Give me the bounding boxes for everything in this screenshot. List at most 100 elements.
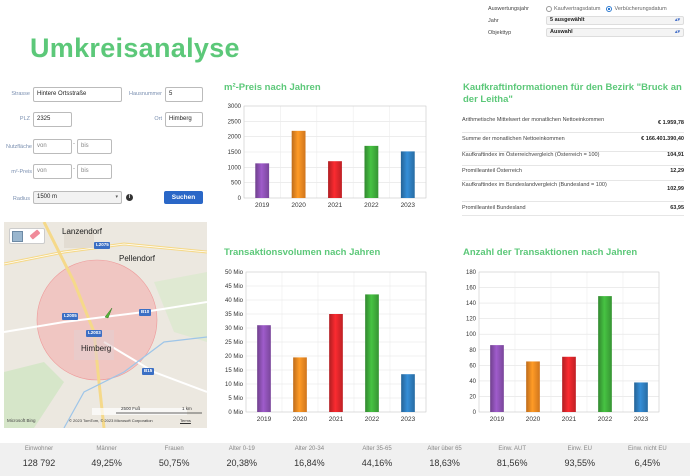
radio-dot[interactable] — [546, 6, 552, 12]
radio-kaufvertragsdatum-label: Kaufvertragsdatum — [554, 6, 601, 12]
bar[interactable] — [526, 361, 540, 412]
y-tick-label: 120 — [466, 317, 477, 323]
jahr-select-value: 5 ausgewählt — [550, 17, 585, 23]
bar[interactable] — [255, 163, 270, 198]
objekttyp-label: Objekttyp — [488, 30, 512, 36]
map-scale-label: 1 km — [182, 406, 192, 411]
y-tick-label: 2000 — [228, 135, 242, 141]
bar[interactable] — [490, 345, 504, 412]
y-tick-label: 20 — [469, 394, 476, 400]
x-tick-label: 2022 — [598, 416, 613, 423]
bar[interactable] — [562, 356, 576, 412]
bar[interactable] — [401, 374, 415, 412]
kaufkraft-row: Summe der monatlichen Nettoeinkommen € 1… — [462, 136, 684, 152]
stat-item: Einwohner 128 792 — [6, 443, 72, 468]
page-title: Umkreisanalyse — [30, 33, 240, 63]
y-tick-label: 2500 — [228, 119, 242, 125]
hausnummer-input[interactable]: 5 — [165, 87, 203, 102]
bar[interactable] — [291, 130, 306, 198]
radius-select[interactable]: 1500 m ▾ — [33, 191, 122, 204]
kaufkraft-value: 63,95 — [670, 205, 684, 211]
y-tick-label: 80 — [469, 348, 476, 354]
map-toolbar — [9, 228, 45, 244]
chevron-updown-icon: ▴▾ — [674, 17, 680, 23]
x-tick-label: 2020 — [293, 416, 308, 423]
info-icon[interactable]: i — [126, 194, 133, 201]
road-shield — [62, 313, 78, 320]
m2preis-bis-input[interactable]: bis — [77, 164, 112, 179]
auswertungsjahr-row: Auswertungsjahr Kaufvertragsdatum Verbüc… — [488, 4, 684, 14]
stat-value: 6,45% — [634, 458, 661, 468]
x-tick-label: 2019 — [490, 416, 505, 423]
bar[interactable] — [328, 161, 342, 198]
stat-value: 20,38% — [226, 458, 258, 468]
road — [4, 301, 207, 333]
hausnummer-label: Hausnummer — [128, 91, 162, 97]
jahr-select[interactable]: 5 ausgewählt ▴▾ — [546, 16, 684, 25]
stat-item: Alter 0-19 20,38% — [209, 443, 275, 468]
radius-select-value: 1500 m — [37, 194, 58, 200]
road-shield — [94, 242, 110, 249]
stat-label: Einw. EU — [567, 446, 592, 452]
stat-item: Alter 20-34 16,84% — [276, 443, 342, 468]
y-tick-label: 20 Mio — [225, 354, 244, 360]
nutzflaeche-von-input[interactable]: von — [33, 139, 72, 154]
bar[interactable] — [365, 294, 379, 412]
anzahl-chart: 0 20 40 60 80 100 120 140 160 180 2019 2020 2021 2022… — [455, 268, 665, 428]
kaufkraft-row: Kaufkraftindex im Österreichvergleich (Ö… — [462, 152, 684, 166]
plz-input[interactable]: 2325 — [33, 112, 72, 127]
stat-label: Einwohner — [24, 446, 54, 452]
filter-panel: Auswertungsjahr Kaufvertragsdatum Verbüc… — [488, 4, 684, 38]
x-tick-label: 2023 — [401, 202, 416, 209]
bar[interactable] — [329, 314, 343, 412]
map[interactable]: Lanzendorf Pellendorf Himberg L2075 L200… — [4, 222, 207, 428]
radio-kaufvertragsdatum[interactable]: Kaufvertragsdatum — [546, 6, 600, 12]
built-area — [64, 230, 94, 248]
objekttyp-select[interactable]: Auswahl ▴▾ — [546, 28, 684, 37]
bar[interactable] — [257, 325, 271, 412]
y-tick-label: 500 — [231, 181, 242, 187]
y-tick-label: 140 — [466, 301, 477, 307]
scale-bar-bg — [92, 408, 187, 415]
m2preis-label: m²-Preis — [11, 169, 32, 175]
radio-verbuecherungsdatum[interactable]: Verbücherungsdatum — [606, 6, 667, 12]
map-road-label: L2075 — [96, 242, 109, 247]
x-tick-label: 2023 — [634, 416, 649, 423]
strasse-input[interactable]: Hintere Ortsstraße — [33, 87, 122, 102]
transaktionsvolumen-title: Transaktionsvolumen nach Jahren — [224, 247, 381, 258]
y-tick-label: 180 — [466, 270, 477, 276]
bar[interactable] — [364, 145, 379, 198]
kaufkraft-title: Kaufkraftinformationen für den Bezirk "B… — [463, 82, 682, 105]
m2preis-von-input[interactable]: von — [33, 164, 72, 179]
y-tick-label: 25 Mio — [225, 340, 244, 346]
ort-input[interactable]: Himberg — [165, 112, 203, 127]
jahr-label: Jahr — [488, 18, 499, 24]
map-road-label: L2003 — [88, 330, 101, 335]
x-tick-label: 2022 — [364, 202, 379, 209]
location-marker-icon[interactable] — [104, 307, 113, 319]
radio-dot-selected[interactable] — [606, 6, 613, 12]
search-button[interactable]: Suchen — [164, 191, 203, 204]
stat-label: Alter 0-19 — [228, 446, 255, 452]
stat-item: Männer 49,25% — [74, 443, 140, 468]
eraser-icon[interactable] — [29, 229, 41, 240]
nutzflaeche-bis-input[interactable]: bis — [77, 139, 112, 154]
stat-label: Frauen — [164, 446, 184, 452]
map-terms-link[interactable]: Terms — [180, 418, 191, 423]
bar[interactable] — [400, 151, 415, 198]
y-tick-label: 5 Mio — [228, 396, 243, 402]
y-tick-label: 40 Mio — [225, 298, 244, 304]
y-tick-label: 1000 — [228, 165, 242, 171]
y-tick-label: 50 Mio — [225, 270, 244, 276]
y-tick-label: 3000 — [228, 104, 242, 110]
bar[interactable] — [634, 382, 648, 412]
kaufkraft-label: Promilleanteil Bundesland — [462, 205, 526, 211]
bar[interactable] — [293, 357, 307, 412]
demographics-bar: Einwohner 128 792 Männer 49,25% Frauen 50,75%… — [0, 443, 690, 476]
y-tick-label: 15 Mio — [225, 368, 244, 374]
road-shield — [86, 330, 102, 337]
x-tick-label: 2023 — [401, 416, 416, 423]
bar[interactable] — [598, 296, 612, 412]
draw-area-icon[interactable] — [12, 231, 23, 242]
kaufkraft-value: € 1.959,78 — [658, 120, 684, 126]
